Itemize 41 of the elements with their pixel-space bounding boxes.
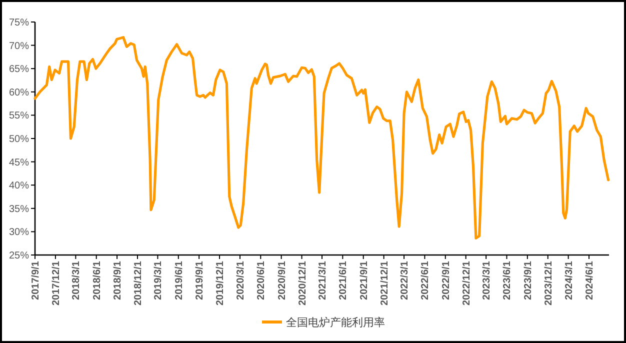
x-tick-label: 2022/12/1 bbox=[461, 260, 472, 306]
legend: 全国电炉产能利用率 bbox=[262, 317, 385, 329]
y-tick-label: 55% bbox=[8, 110, 30, 122]
x-tick-label: 2021/6/1 bbox=[338, 260, 350, 300]
x-tick-label: 2023/9/1 bbox=[522, 260, 534, 300]
x-tick-label: 2020/9/1 bbox=[276, 260, 288, 300]
y-tick-label: 60% bbox=[8, 87, 30, 98]
x-tick-label: 2019/3/1 bbox=[153, 260, 164, 300]
x-tick-label: 2018/6/1 bbox=[92, 260, 103, 300]
x-tick-label: 2020/3/1 bbox=[235, 260, 246, 300]
y-tick-label: 75% bbox=[8, 18, 30, 28]
y-tick-label: 40% bbox=[8, 180, 30, 192]
x-tick-label: 2018/12/1 bbox=[132, 260, 144, 306]
x-tick-label: 2022/6/1 bbox=[420, 260, 432, 300]
x-tick-label: 2021/12/1 bbox=[379, 260, 390, 306]
x-tick-label: 2024/3/1 bbox=[564, 260, 575, 300]
y-tick-label: 30% bbox=[8, 227, 30, 238]
x-tick-label: 2017/12/1 bbox=[50, 260, 62, 306]
x-tick-label: 2020/12/1 bbox=[297, 260, 308, 306]
y-tick-label: 65% bbox=[8, 64, 30, 76]
x-tick-label: 2018/9/1 bbox=[112, 260, 124, 300]
y-tick-label: 50% bbox=[8, 134, 30, 145]
y-tick-label: 45% bbox=[8, 157, 30, 168]
x-tick-label: 2020/6/1 bbox=[256, 260, 268, 300]
x-tick-label: 2023/12/1 bbox=[543, 260, 554, 306]
y-tick-label: 70% bbox=[8, 40, 30, 52]
legend-label: 全国电炉产能利用率 bbox=[286, 316, 385, 329]
x-tick-label: 2019/6/1 bbox=[174, 260, 185, 300]
x-tick-label: 2017/9/1 bbox=[30, 260, 42, 300]
x-tick-label: 2021/9/1 bbox=[358, 260, 370, 300]
x-tick-label: 2021/3/1 bbox=[318, 260, 328, 300]
y-tick-label: 35% bbox=[8, 204, 30, 215]
x-tick-label: 2018/3/1 bbox=[71, 260, 82, 300]
x-tick-label: 2019/12/1 bbox=[215, 260, 226, 306]
x-tick-label: 2023/3/1 bbox=[482, 260, 493, 300]
x-tick-label: 2023/6/1 bbox=[502, 260, 514, 300]
x-tick-label: 2024/6/1 bbox=[584, 260, 596, 300]
y-tick-label: 25% bbox=[8, 250, 30, 262]
x-tick-label: 2019/9/1 bbox=[194, 260, 206, 300]
x-tick-label: 2022/9/1 bbox=[440, 260, 452, 300]
x-tick-label: 2022/3/1 bbox=[400, 260, 411, 300]
